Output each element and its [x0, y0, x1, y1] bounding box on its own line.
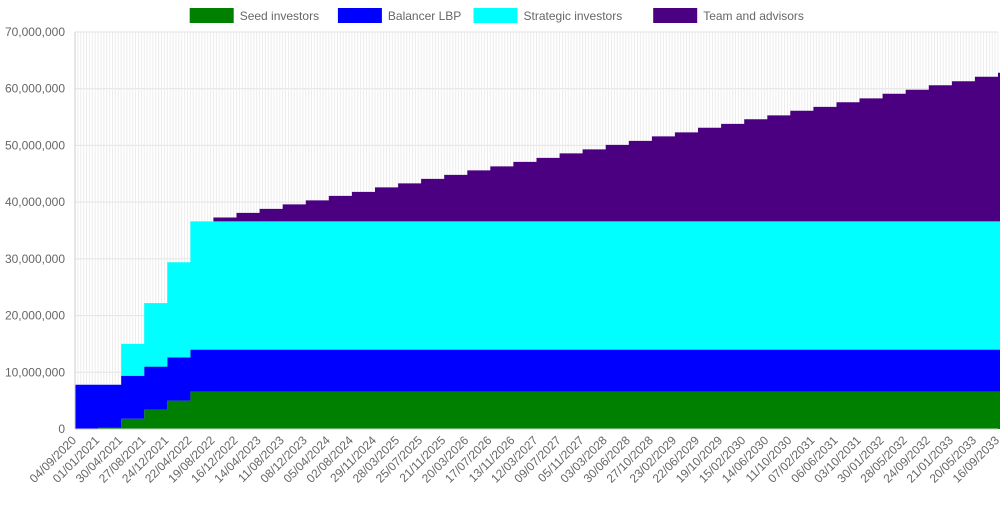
- y-tick-label: 20,000,000: [5, 309, 65, 323]
- y-tick-label: 40,000,000: [5, 195, 65, 209]
- legend-swatch-seed-investors[interactable]: [189, 8, 234, 23]
- legend-swatch-balancer-lbp[interactable]: [337, 8, 382, 23]
- series-area-balancer-lbp: [75, 349, 1000, 429]
- legend-label[interactable]: Balancer LBP: [388, 9, 461, 23]
- y-tick-label: 50,000,000: [5, 138, 65, 152]
- y-tick-label: 60,000,000: [5, 82, 65, 96]
- legend-label[interactable]: Team and advisors: [703, 9, 804, 23]
- y-tick-label: 0: [58, 422, 65, 436]
- series-area-team-and-advisors: [75, 72, 1000, 385]
- y-tick-label: 30,000,000: [5, 252, 65, 266]
- legend-swatch-team-and-advisors[interactable]: [653, 8, 698, 23]
- y-tick-label: 70,000,000: [5, 25, 65, 39]
- legend-label[interactable]: Seed investors: [240, 9, 319, 23]
- series-area-seed-investors: [75, 391, 1000, 429]
- legend-label[interactable]: Strategic investors: [524, 9, 623, 23]
- y-tick-label: 10,000,000: [5, 365, 65, 379]
- legend-swatch-strategic-investors[interactable]: [473, 8, 518, 23]
- series-area-strategic-investors: [75, 221, 1000, 385]
